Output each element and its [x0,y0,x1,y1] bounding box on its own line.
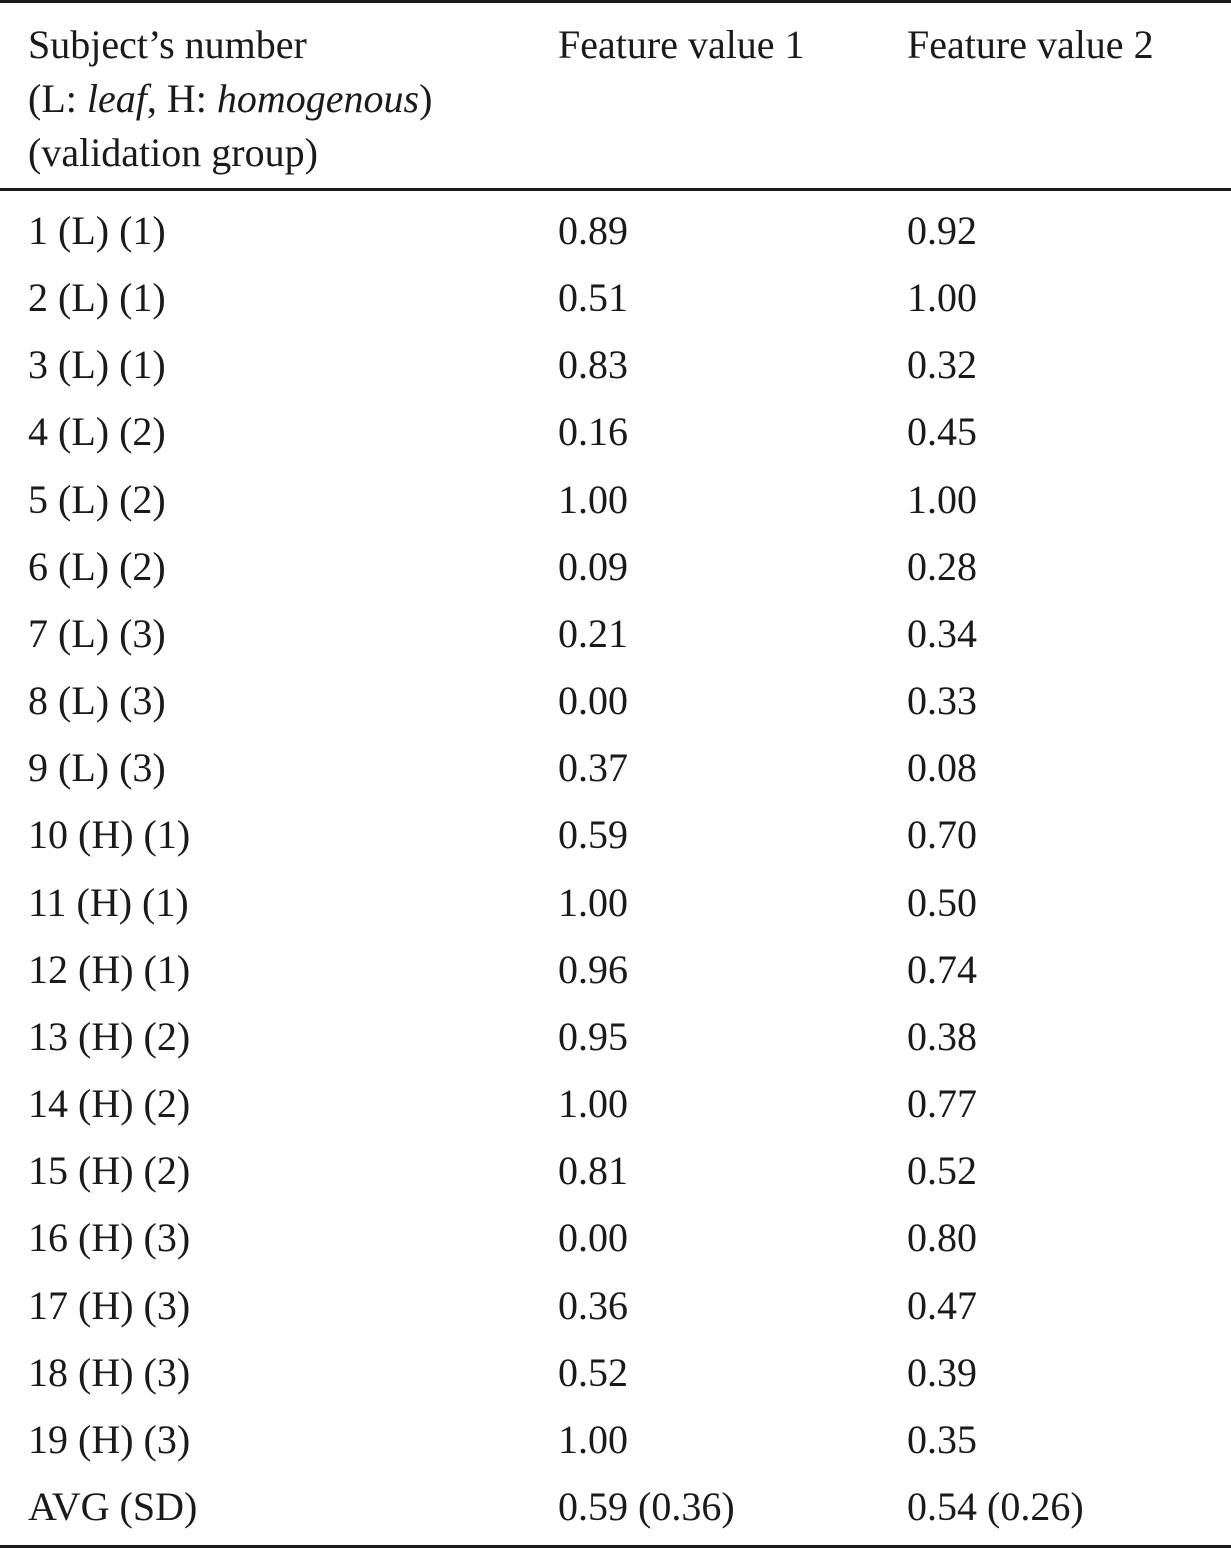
feature-value-1-cell: 1.00 [558,879,628,925]
feature-value-1-cell: 0.16 [558,409,628,455]
feature-value-2-cell: 0.33 [907,678,977,724]
table-row: 7 (L) (3) 0.21 0.34 [0,600,1231,667]
table-row: 17 (H) (3) 0.36 0.47 [0,1272,1231,1339]
feature-value-1-cell: 0.09 [558,543,628,589]
feature-value-2-cell: 0.50 [907,879,977,925]
feature-value-1-cell: 0.00 [558,678,628,724]
feature-value-2-cell: 0.80 [907,1215,977,1261]
header-subject-number: Subject’s number (L: leaf, H: homogenous… [28,18,432,180]
summary-row: AVG (SD) 0.59 (0.36) 0.54 (0.26) [0,1473,1231,1540]
feature-value-2-cell: 0.35 [907,1416,977,1462]
subject-cell: 2 (L) (1) [28,275,166,321]
feature-value-2-cell: 0.54 (0.26) [907,1484,1084,1530]
feature-value-2-cell: 0.08 [907,745,977,791]
table-row: 6 (L) (2) 0.09 0.28 [0,533,1231,600]
bottom-rule [0,1545,1231,1548]
subject-cell: 12 (H) (1) [28,946,191,992]
subject-cell: 14 (H) (2) [28,1081,191,1127]
table-row: 10 (H) (1) 0.59 0.70 [0,801,1231,868]
feature-value-1-cell: 0.59 [558,812,628,858]
table-row: 11 (H) (1) 1.00 0.50 [0,869,1231,936]
table-row: 18 (H) (3) 0.52 0.39 [0,1339,1231,1406]
subject-cell: 11 (H) (1) [28,879,189,925]
feature-value-1-cell: 1.00 [558,476,628,522]
feature-value-2-cell: 0.52 [907,1148,977,1194]
top-rule [0,0,1231,3]
subject-cell: 6 (L) (2) [28,543,166,589]
header-text: ) [419,76,433,121]
header-line-3: (validation group) [28,130,318,175]
feature-value-1-cell: 0.95 [558,1013,628,1059]
subject-cell: 1 (L) (1) [28,208,166,253]
feature-value-1-cell: 1.00 [558,1081,628,1127]
feature-value-2-cell: 0.34 [907,610,977,656]
subject-cell: 3 (L) (1) [28,342,166,388]
subject-cell: 18 (H) (3) [28,1349,191,1395]
subject-cell: 13 (H) (2) [28,1013,191,1059]
feature-value-2-cell: 1.00 [907,275,977,321]
subject-cell: AVG (SD) [28,1484,198,1530]
feature-value-1-cell: 0.36 [558,1282,628,1328]
subject-cell: 17 (H) (3) [28,1282,191,1328]
header-text: (L: [28,76,87,121]
feature-value-1-cell: 0.89 [558,208,628,253]
subject-cell: 7 (L) (3) [28,610,166,656]
feature-value-1-cell: 0.51 [558,275,628,321]
feature-value-1-cell: 1.00 [558,1416,628,1462]
feature-value-1-cell: 0.52 [558,1349,628,1395]
header-homogenous: homogenous [216,76,420,121]
feature-value-2-cell: 0.92 [907,208,977,253]
feature-value-1-cell: 0.81 [558,1148,628,1194]
header-line-1: Subject’s number [28,22,307,67]
table-row: 8 (L) (3) 0.00 0.33 [0,667,1231,734]
header-rule [0,188,1231,191]
subject-cell: 8 (L) (3) [28,678,166,724]
subject-cell: 5 (L) (2) [28,476,166,522]
header-feature-value-1: Feature value 1 [558,22,805,67]
feature-value-2-cell: 0.38 [907,1013,977,1059]
feature-value-1-cell: 0.96 [558,946,628,992]
header-text: , H: [146,76,217,121]
subject-cell: 15 (H) (2) [28,1148,191,1194]
feature-value-2-cell: 0.70 [907,812,977,858]
feature-value-2-cell: 0.28 [907,543,977,589]
table-row: 16 (H) (3) 0.00 0.80 [0,1204,1231,1271]
feature-value-2-cell: 0.77 [907,1081,977,1127]
table-row: 1 (L) (1) 0.89 0.92 [0,197,1231,264]
subject-cell: 19 (H) (3) [28,1416,191,1462]
subject-cell: 16 (H) (3) [28,1215,191,1261]
subject-cell: 9 (L) (3) [28,745,166,791]
table-row: 19 (H) (3) 1.00 0.35 [0,1406,1231,1473]
feature-value-1-cell: 0.00 [558,1215,628,1261]
table-row: 9 (L) (3) 0.37 0.08 [0,734,1231,801]
header-feature-value-2: Feature value 2 [907,22,1154,67]
feature-value-2-cell: 1.00 [907,476,977,522]
feature-value-2-cell: 0.32 [907,342,977,388]
feature-value-1-cell: 0.83 [558,342,628,388]
table-row: 13 (H) (2) 0.95 0.38 [0,1003,1231,1070]
feature-value-2-cell: 0.74 [907,946,977,992]
feature-value-1-cell: 0.37 [558,745,628,791]
feature-value-2-cell: 0.39 [907,1349,977,1395]
table-row: 3 (L) (1) 0.83 0.32 [0,331,1231,398]
header-leaf: leaf [86,76,147,121]
header-line-2: (L: leaf, H: homogenous) [28,72,432,126]
table-row: 14 (H) (2) 1.00 0.77 [0,1070,1231,1137]
feature-value-1-cell: 0.59 (0.36) [558,1484,735,1530]
table-row: 4 (L) (2) 0.16 0.45 [0,398,1231,465]
subject-cell: 10 (H) (1) [28,812,191,858]
table-row: 5 (L) (2) 1.00 1.00 [0,466,1231,533]
feature-value-2-cell: 0.47 [907,1282,977,1328]
table-row: 15 (H) (2) 0.81 0.52 [0,1137,1231,1204]
feature-value-1-cell: 0.21 [558,610,628,656]
table-row: 12 (H) (1) 0.96 0.74 [0,936,1231,1003]
table-row: 2 (L) (1) 0.51 1.00 [0,264,1231,331]
subject-cell: 4 (L) (2) [28,409,166,455]
feature-value-2-cell: 0.45 [907,409,977,455]
